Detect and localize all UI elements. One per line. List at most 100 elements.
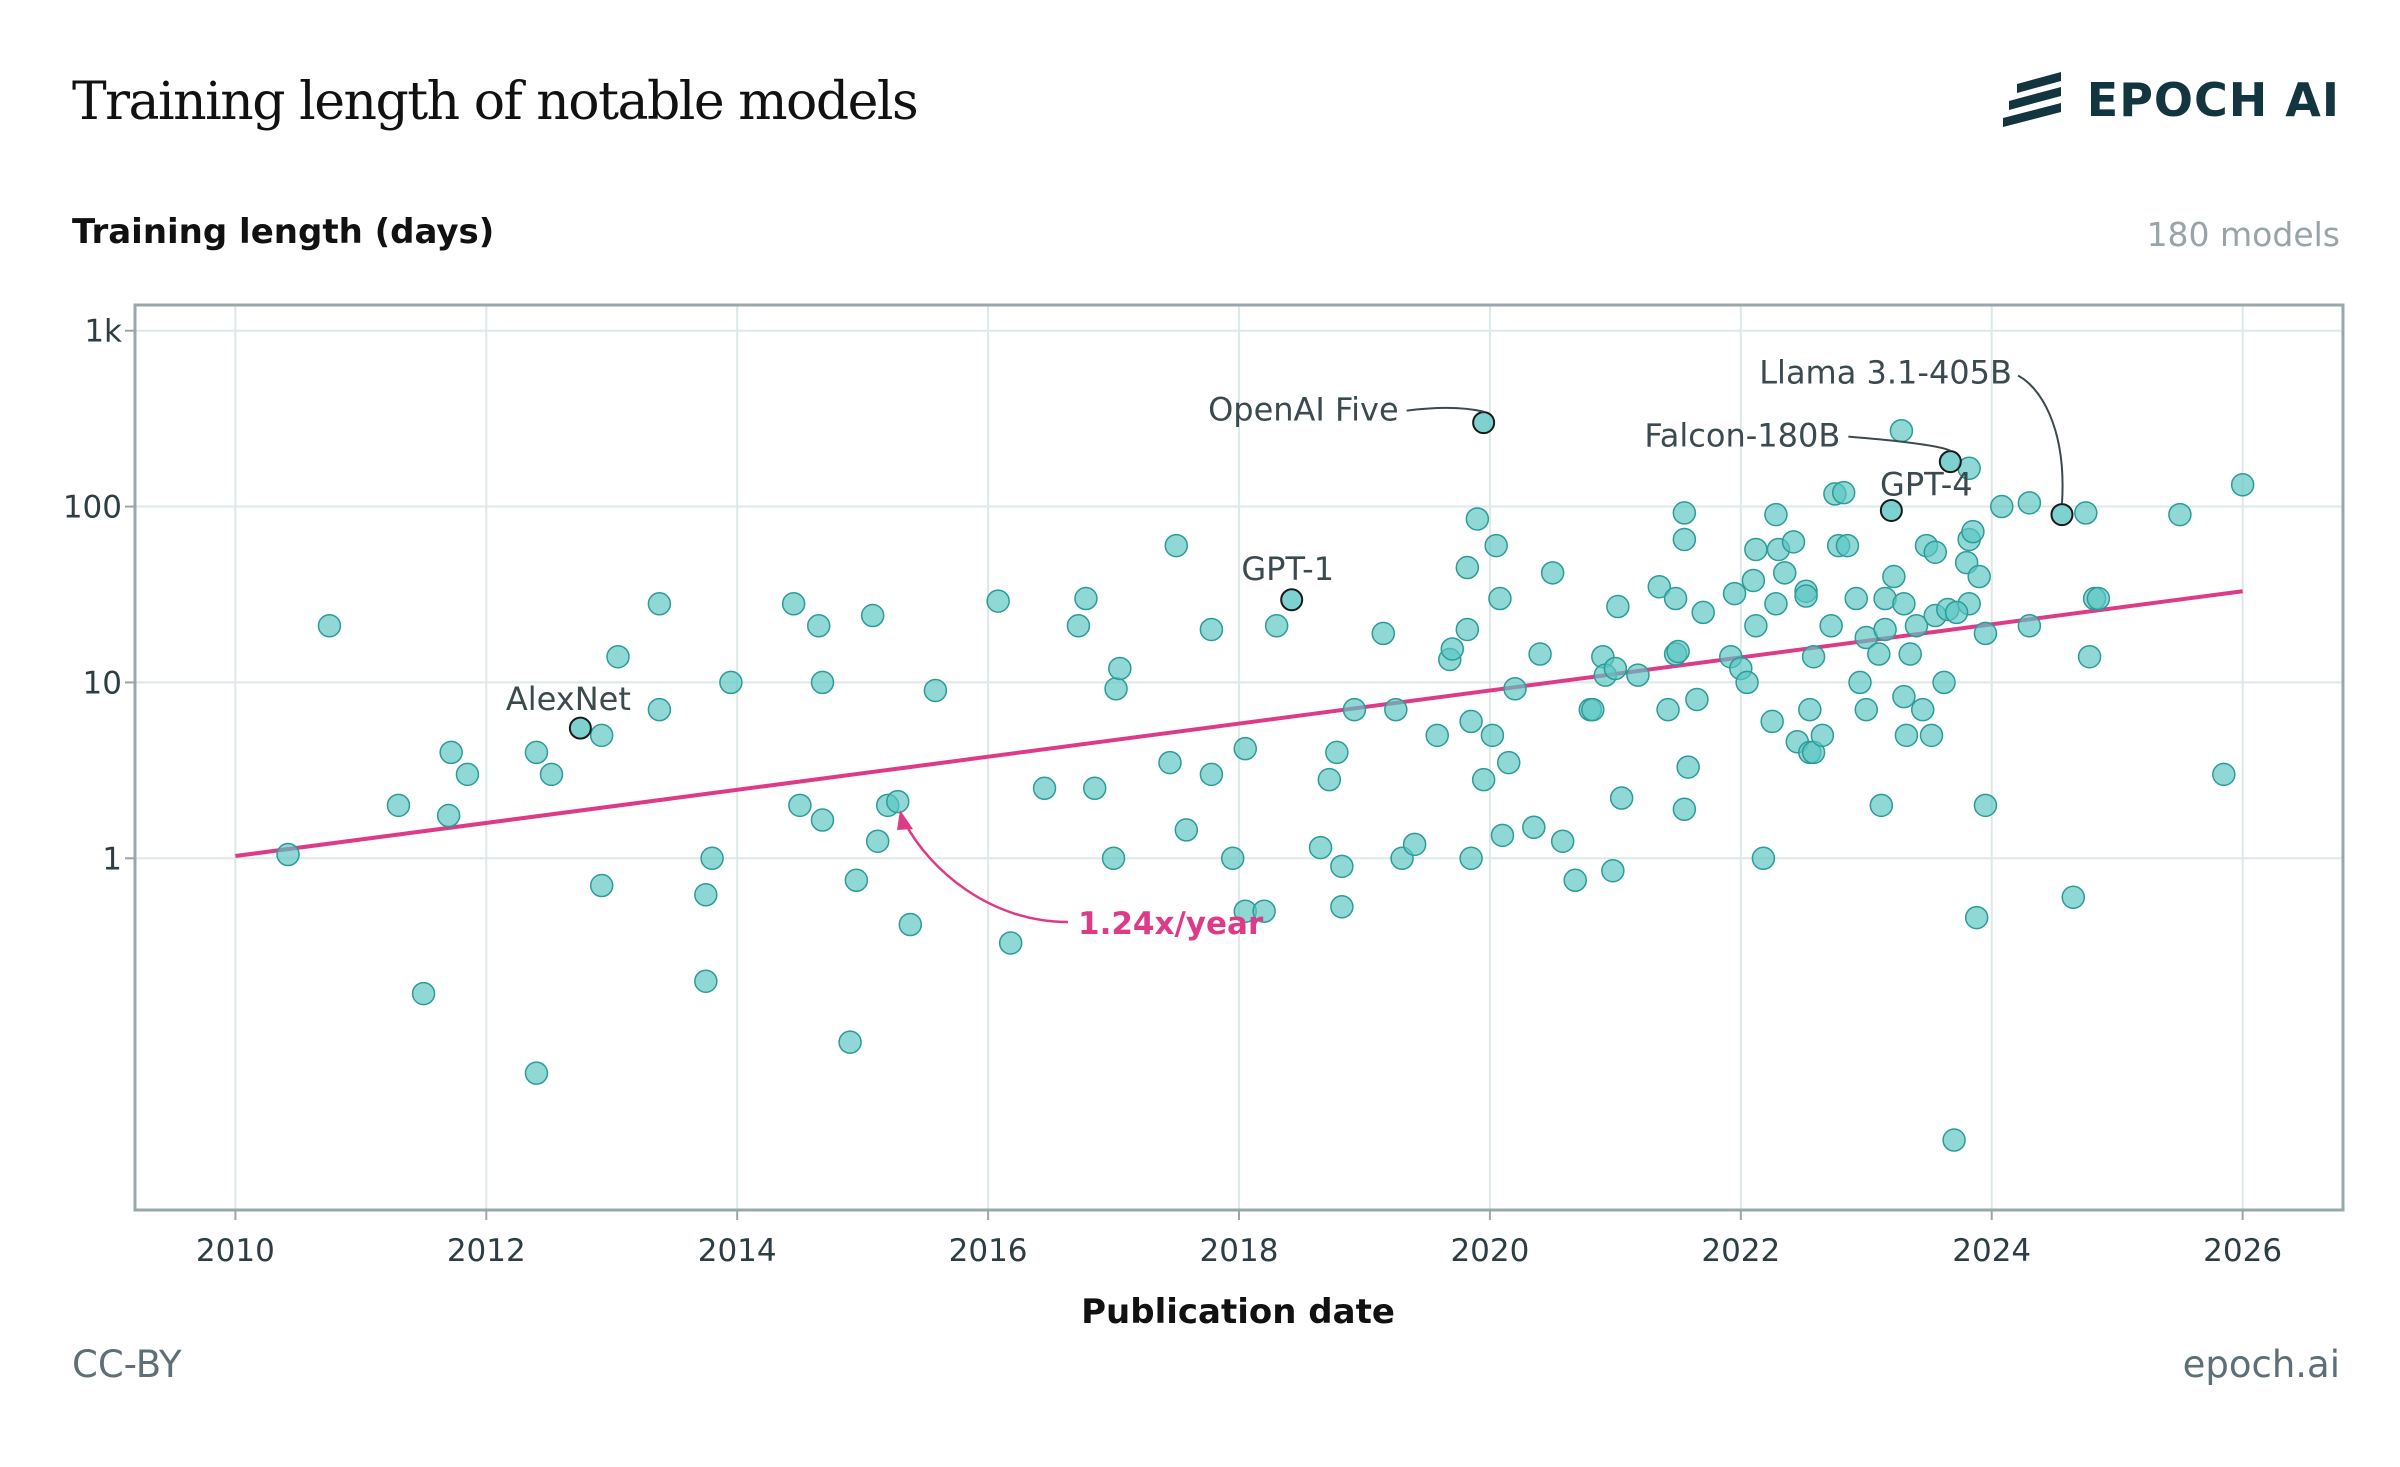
data-point [1032,776,1057,801]
data-point [317,614,342,638]
x-tick-label: 2022 [1701,1233,1780,1269]
data-point [1317,767,1342,792]
data-point [1666,639,1690,664]
site-link[interactable]: epoch.ai [2182,1343,2340,1386]
data-point [1540,561,1565,585]
data-point [2077,644,2102,669]
data-point [1973,793,1998,818]
data-point [1528,642,1552,666]
data-point [806,614,831,638]
data-point [1919,723,1944,748]
data-point [1601,858,1625,883]
data-point [2017,614,2042,638]
data-point [1440,637,1465,661]
data-point [865,829,890,853]
data-point [1609,786,1634,810]
data-point [1384,697,1408,722]
data-point [1772,561,1797,585]
annotation-label: Falcon-180B [1644,417,1840,455]
data-point [1810,723,1835,748]
data-point [1760,709,1784,734]
annotation-leader [1406,406,1484,413]
annotation-label: OpenAI Five [1208,391,1399,429]
data-point [1894,723,1919,748]
data-point [2017,491,2042,515]
data-point [1550,829,1575,853]
data-point [1848,670,1872,695]
annotation-label: AlexNet [506,680,631,718]
annotation-label: GPT-1 [1241,550,1334,588]
x-tick-label: 2024 [1952,1233,2031,1269]
data-point [719,670,743,695]
model-count: 180 models [2146,215,2340,254]
data-point [1932,670,1956,695]
brand[interactable]: EPOCH AI [2002,72,2340,128]
data-point [781,592,806,616]
data-point [923,678,948,703]
data-point [886,789,910,814]
data-point [1794,584,1818,608]
data-point [1831,480,1856,505]
data-point [1108,656,1132,681]
data-point [810,808,835,832]
data-point [1781,530,1806,554]
annotation-leader [2017,374,2064,504]
data-point [1656,697,1680,722]
data-point [1199,762,1224,787]
data-point [455,762,480,787]
data-point [1252,899,1276,923]
annotation-label: GPT-4 [1880,465,1973,503]
y-axis-ticks: 1 10 100 1k [63,314,135,877]
data-point [1066,614,1091,638]
data-point [1685,687,1709,712]
data-point [1308,835,1333,860]
data-points [276,411,2255,1152]
data-point [1082,776,1107,801]
data-point [1889,418,1914,443]
data-point [1882,564,1906,589]
trend-arrowhead [897,810,913,830]
data-point [1854,697,1879,722]
data-point [1904,614,1929,638]
data-point [2074,501,2098,525]
data-point [2230,473,2255,497]
trend-annotation: 1.24x/year [897,810,1264,942]
data-point [1944,600,1969,625]
y-tick-label: 10 [83,665,122,701]
data-point [1465,507,1490,531]
data-point [1581,697,1605,722]
data-point [810,670,835,695]
data-point [1663,586,1688,611]
data-point [986,589,1010,613]
data-point [1869,793,1894,818]
data-point [1233,736,1258,761]
data-point [1425,723,1449,748]
data-point [411,981,436,1006]
data-point [1691,600,1715,625]
data-point [524,740,549,765]
data-point [1964,905,1989,930]
x-tick-label: 2012 [447,1233,526,1269]
data-point [694,969,718,993]
data-point [1158,750,1182,775]
data-point [1490,823,1515,848]
data-point [1676,755,1700,779]
y-tick-label: 1k [84,314,122,350]
data-point [1942,1128,1966,1152]
data-point [539,762,564,787]
data-point [838,1030,862,1054]
data-point [647,592,672,616]
y-axis-label: Training length (days) [72,212,495,252]
annotation-label: Llama 3.1-405B [1759,354,2012,392]
data-point [1798,697,1822,722]
data-point [2086,586,2111,611]
data-point [1074,586,1098,611]
data-point [788,793,812,818]
data-point [1101,846,1126,871]
x-tick-label: 2016 [949,1233,1028,1269]
data-point [386,793,411,818]
data-point [1672,797,1697,822]
data-point [1764,592,1788,616]
data-point [589,873,614,898]
